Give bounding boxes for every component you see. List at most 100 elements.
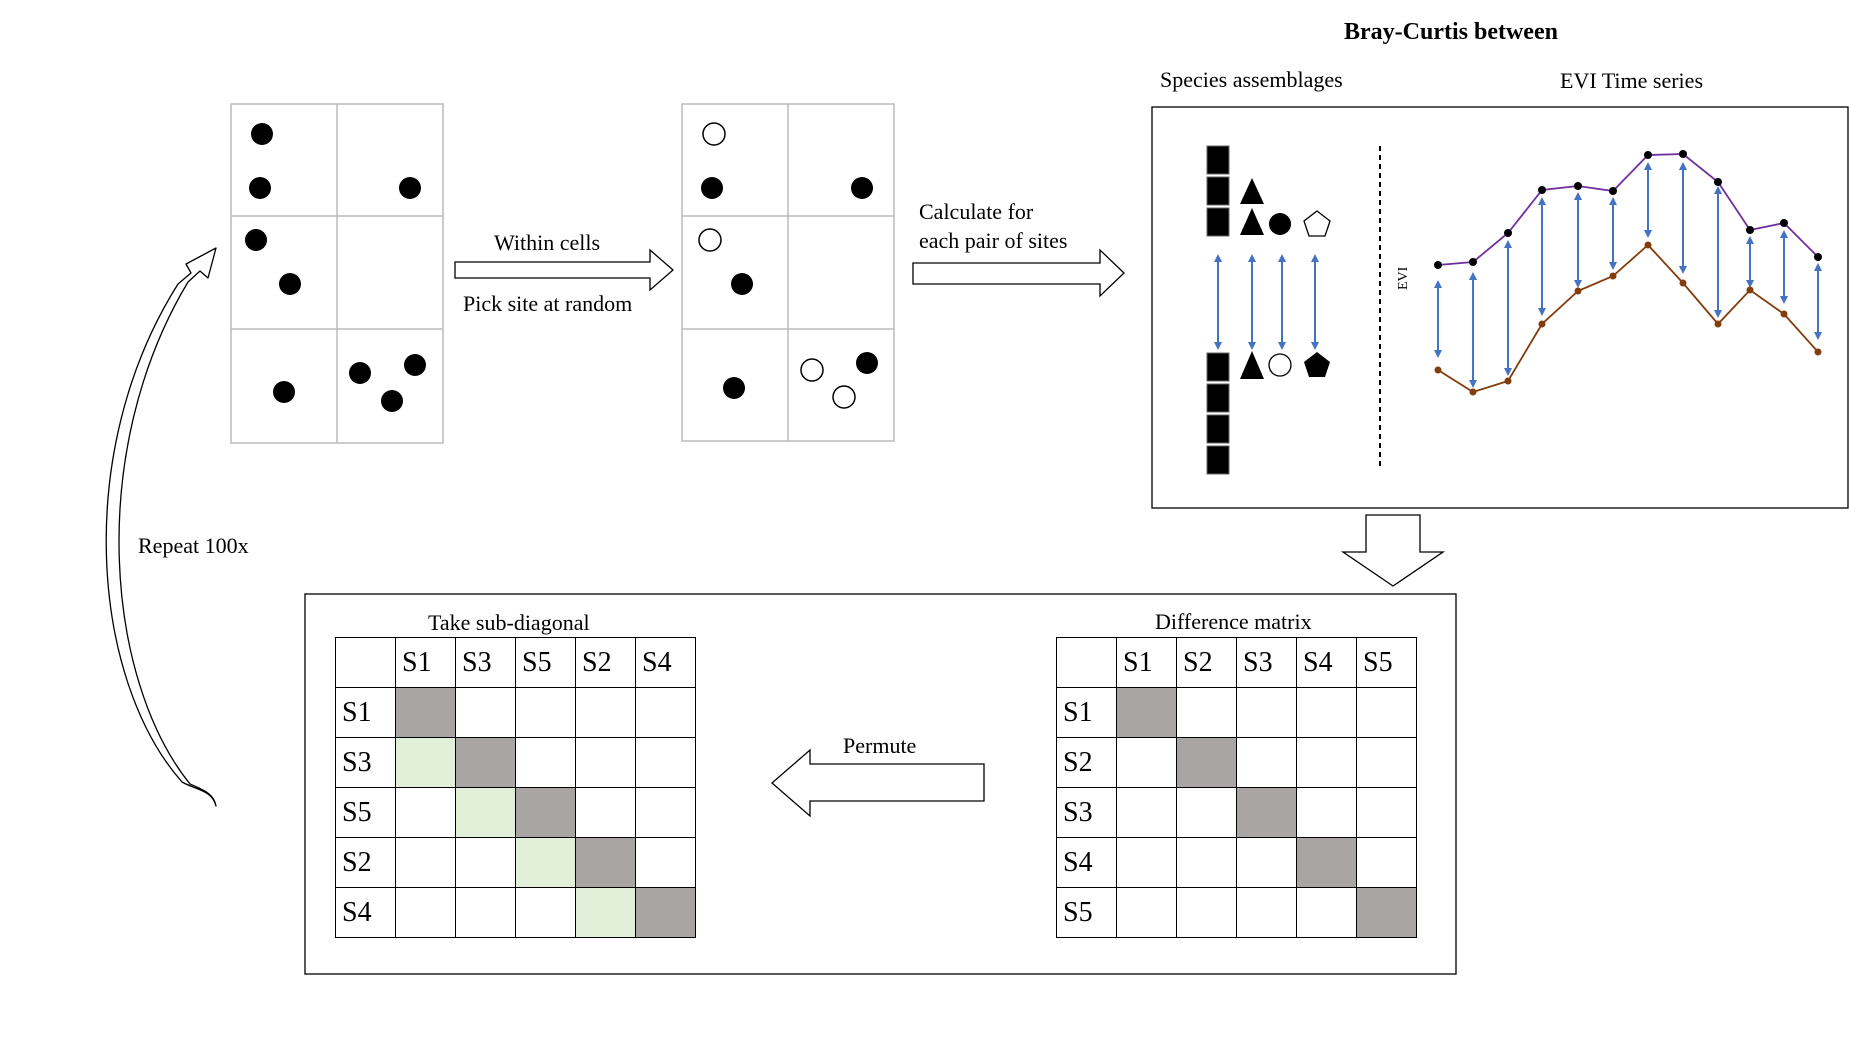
matrix-cell xyxy=(1296,787,1357,838)
column-header: S1 xyxy=(1116,637,1177,688)
bray-curtis-box xyxy=(1151,106,1849,509)
bray-curtis-title: Bray-Curtis between xyxy=(1344,19,1558,45)
evi-series-top xyxy=(1437,153,1819,266)
evi-difference-arrows xyxy=(1434,162,1822,388)
matrix-cell xyxy=(395,787,456,838)
matrix-cell xyxy=(1116,887,1177,938)
evi-series-bottom xyxy=(1437,243,1819,393)
diagonal-cell xyxy=(1296,837,1357,888)
diagonal-cell xyxy=(635,887,696,938)
column-header: S2 xyxy=(575,637,636,688)
subdiagonal-cell xyxy=(455,787,516,838)
matrix-cell xyxy=(1116,787,1177,838)
row-header: S4 xyxy=(335,887,396,938)
row-header: S1 xyxy=(1056,687,1117,738)
flow-arrow-pick-site xyxy=(454,248,674,292)
species-difference-arrows xyxy=(1214,254,1319,350)
matrix-cell xyxy=(1356,837,1417,888)
row-header: S2 xyxy=(335,837,396,888)
subdiagonal-matrix: S1 S3 S5 S2 S4 S1 S3 S5 S2 S4 xyxy=(335,637,696,938)
within-cells-label: Within cells xyxy=(494,230,601,255)
matrix-cell xyxy=(395,887,456,938)
flow-arrow-down xyxy=(1340,514,1446,587)
evi-time-series-label: EVI Time series xyxy=(1560,68,1703,93)
column-header: S4 xyxy=(1296,637,1357,688)
matrix-cell xyxy=(575,687,636,738)
row-header: S3 xyxy=(1056,787,1117,838)
matrix-cell xyxy=(1236,837,1297,888)
matrix-cell xyxy=(1176,837,1237,888)
column-header: S5 xyxy=(1356,637,1417,688)
subdiagonal-matrix-title: Take sub-diagonal xyxy=(428,610,590,635)
difference-matrix-title: Difference matrix xyxy=(1155,609,1312,634)
matrix-cell xyxy=(515,887,576,938)
diagonal-cell xyxy=(1116,687,1177,738)
column-header: S5 xyxy=(515,637,576,688)
matrix-cell xyxy=(1236,687,1297,738)
matrix-cell xyxy=(1296,687,1357,738)
row-header: S5 xyxy=(335,787,396,838)
matrix-cell xyxy=(635,687,696,738)
site-grid-picked xyxy=(681,103,895,442)
subdiagonal-cell xyxy=(395,737,456,788)
flow-arrow-repeat xyxy=(105,247,217,807)
subdiagonal-cell xyxy=(515,837,576,888)
matrix-cell xyxy=(1356,787,1417,838)
diagonal-cell xyxy=(575,837,636,888)
matrix-cell xyxy=(1356,737,1417,788)
column-header: S1 xyxy=(395,637,456,688)
matrix-corner xyxy=(335,637,396,688)
matrix-cell xyxy=(1176,687,1237,738)
pick-site-label: Pick site at random xyxy=(463,291,633,316)
column-header: S3 xyxy=(455,637,516,688)
matrix-cell xyxy=(1116,737,1177,788)
row-header: S3 xyxy=(335,737,396,788)
diagonal-cell xyxy=(1176,737,1237,788)
matrix-cell xyxy=(455,887,516,938)
row-header: S1 xyxy=(335,687,396,738)
difference-matrix: S1 S2 S3 S4 S5 S1 S2 S3 S4 S5 xyxy=(1056,637,1417,938)
matrix-cell xyxy=(1236,737,1297,788)
row-header: S4 xyxy=(1056,837,1117,888)
matrix-cell xyxy=(575,737,636,788)
species-assemblage-bottom xyxy=(1206,351,1330,475)
repeat-label: Repeat 100x xyxy=(138,533,249,558)
diagonal-cell xyxy=(1236,787,1297,838)
matrix-cell xyxy=(515,737,576,788)
row-header: S5 xyxy=(1056,887,1117,938)
matrix-cell xyxy=(635,837,696,888)
matrix-cell xyxy=(635,787,696,838)
column-header: S4 xyxy=(635,637,696,688)
species-assemblage-top xyxy=(1206,145,1331,237)
matrix-cell xyxy=(1296,887,1357,938)
evi-points-top xyxy=(1434,150,1822,269)
permute-label: Permute xyxy=(843,733,917,758)
diagonal-cell xyxy=(395,687,456,738)
evi-points-bottom xyxy=(1434,241,1822,396)
matrix-cell xyxy=(395,837,456,888)
matrix-cell xyxy=(1236,887,1297,938)
matrix-cell xyxy=(455,837,516,888)
matrix-cell xyxy=(1296,737,1357,788)
matrix-cell xyxy=(635,737,696,788)
matrix-cell xyxy=(1176,787,1237,838)
diagonal-cell xyxy=(455,737,516,788)
matrix-cell xyxy=(575,787,636,838)
column-header: S2 xyxy=(1176,637,1237,688)
species-assemblages-label: Species assemblages xyxy=(1160,67,1343,92)
matrix-cell xyxy=(1356,687,1417,738)
matrix-corner xyxy=(1056,637,1117,688)
flow-arrow-permute xyxy=(771,748,985,818)
evi-axis-label: EVI xyxy=(1396,266,1411,290)
matrix-cell xyxy=(515,687,576,738)
matrix-cell xyxy=(1116,837,1177,888)
matrix-cell xyxy=(1176,887,1237,938)
site-dots-all xyxy=(245,123,426,412)
diagonal-cell xyxy=(1356,887,1417,938)
calculate-line2-label: each pair of sites xyxy=(919,228,1068,253)
row-header: S2 xyxy=(1056,737,1117,788)
calculate-line1-label: Calculate for xyxy=(919,199,1034,224)
matrix-cell xyxy=(455,687,516,738)
site-dots-picked xyxy=(698,122,878,409)
